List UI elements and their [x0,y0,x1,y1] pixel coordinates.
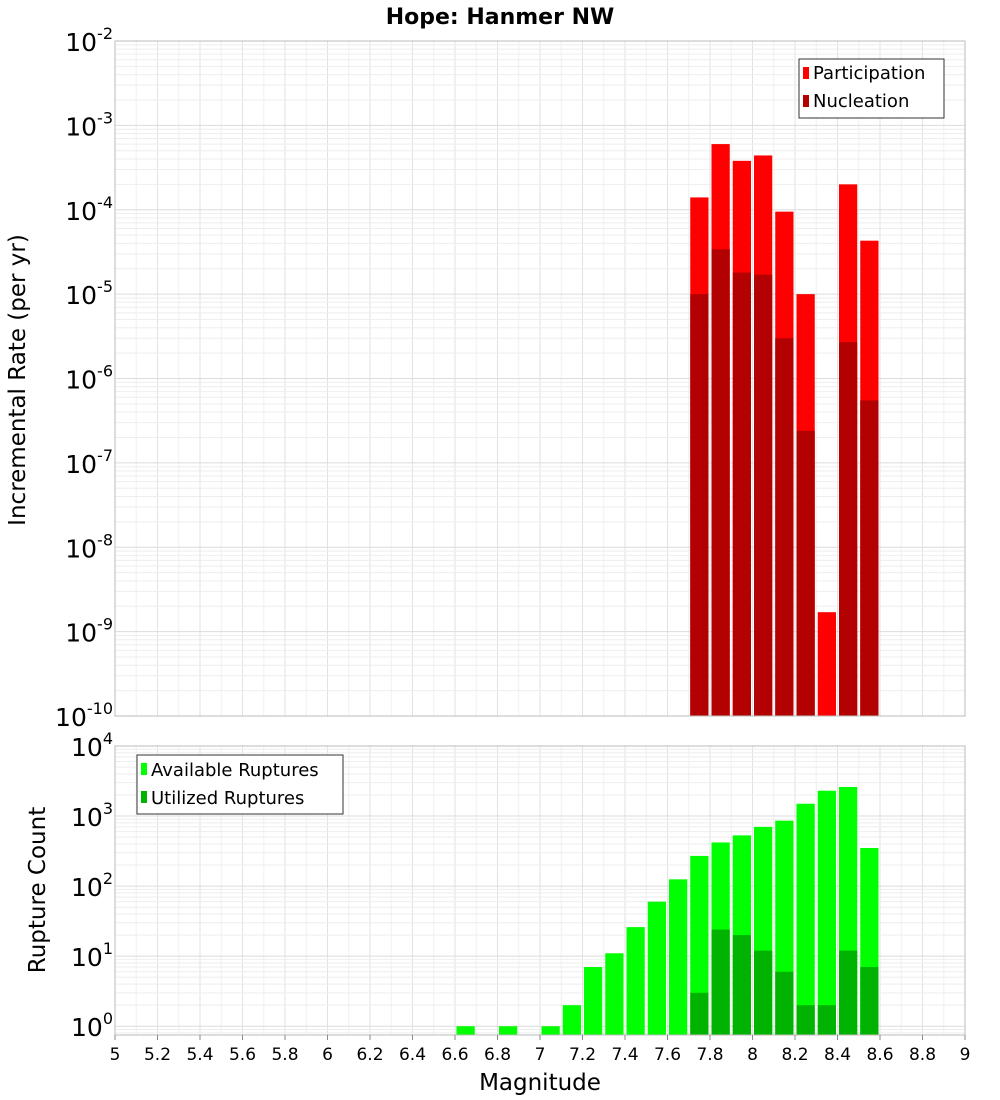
available-ruptures-bar [796,803,815,1035]
top-y-tick-label: 10-4 [65,193,113,226]
x-axis-label: Magnitude [479,1070,601,1096]
nucleation-bar [732,272,751,716]
utilized-ruptures-bar [817,1005,836,1035]
chart-title: Hope: Hanmer NW [386,5,615,30]
utilized-ruptures-bar [754,950,773,1035]
utilized-ruptures-bar [732,935,751,1035]
x-tick-label: 5.6 [229,1045,256,1065]
legend-label-nucleation: Nucleation [813,91,909,112]
x-tick-label: 6.6 [441,1045,468,1065]
bottom-y-tick-label: 103 [71,799,113,832]
x-tick-label: 8.8 [909,1045,936,1065]
x-tick-label: 8.6 [866,1045,893,1065]
x-tick-label: 7.8 [696,1045,723,1065]
x-tick-label: 8 [747,1045,758,1065]
legend-swatch-utilized [141,791,147,803]
top-y-tick-label: 10-9 [65,615,113,648]
utilized-ruptures-bar [860,967,879,1035]
x-tick-label: 6.8 [484,1045,511,1065]
available-ruptures-bar [541,1026,560,1035]
available-ruptures-bar [669,879,688,1035]
nucleation-bar [839,342,858,716]
x-tick-label: 5.8 [271,1045,298,1065]
top-y-tick-label: 10-7 [65,446,113,479]
available-ruptures-bar [626,927,645,1035]
bottom-y-axis-label: Rupture Count [25,807,51,973]
nucleation-bar [690,294,709,716]
top-grid [114,40,966,717]
x-tick-label: 6.2 [356,1045,383,1065]
x-tick-label: 6 [322,1045,333,1065]
participation-bar [817,612,836,716]
utilized-ruptures-bar [796,1005,815,1035]
legend-label-participation: Participation [813,63,925,84]
x-tick-label: 7.2 [569,1045,596,1065]
available-ruptures-bar [499,1026,518,1035]
legend-label-utilized: Utilized Ruptures [151,788,304,809]
bottom-y-tick-label: 102 [71,869,113,902]
x-ticks: 5 5.2 5.4 5.6 5.8 6 6.2 6.4 6.6 6.8 7 7.2 7.4 7.6 7.8 8… [110,1035,971,1065]
bottom-legend-box [136,754,344,815]
x-tick-label: 5 [110,1045,121,1065]
top-y-tick-label: 10-2 [65,24,113,57]
bottom-y-tick-label: 100 [71,1009,113,1042]
available-ruptures-bar [562,1005,581,1035]
x-tick-label: 7.4 [611,1045,638,1065]
top-y-tick-label: 10-3 [65,108,113,141]
x-tick-label: 9 [960,1045,971,1065]
top-y-tick-label: 10-6 [65,362,113,395]
x-tick-label: 5.4 [186,1045,213,1065]
x-tick-label: 5.2 [144,1045,171,1065]
top-y-tick-label: 10-10 [55,699,113,732]
utilized-ruptures-bar [711,929,730,1035]
top-plot-border [114,40,966,717]
bottom-legend: Available Ruptures Utilized Ruptures [136,754,344,815]
available-ruptures-bar [690,855,709,1035]
top-y-tick-label: 10-5 [65,277,113,310]
x-tick-label: 8.4 [824,1045,851,1065]
legend-swatch-available [141,763,147,775]
nucleation-bar [711,249,730,716]
bottom-y-tick-label: 104 [71,729,113,762]
bottom-bars [456,786,879,1035]
legend-label-available: Available Ruptures [151,760,319,781]
top-bars [690,144,879,717]
x-tick-label: 7.6 [654,1045,681,1065]
bottom-y-ticks: 100 101 102 103 104 [71,729,113,1042]
top-legend: Participation Nucleation [798,58,945,119]
available-ruptures-bar [456,1026,475,1035]
top-y-ticks: 10-10 10-9 10-8 10-7 10-6 10-5 10-4 10-3 10-2 [55,24,113,732]
nucleation-bar [860,400,879,716]
utilized-ruptures-bar [690,992,709,1035]
available-ruptures-bar [584,967,603,1035]
nucleation-bar [775,338,794,716]
utilized-ruptures-bar [775,971,794,1035]
nucleation-bar [796,430,815,716]
bottom-y-tick-label: 101 [71,939,113,972]
x-tick-label: 8.2 [781,1045,808,1065]
x-tick-label: 6.4 [399,1045,426,1065]
available-ruptures-bar [647,901,666,1035]
available-ruptures-bar [605,953,624,1035]
nucleation-bar [754,274,773,716]
legend-swatch-nucleation [803,95,809,107]
utilized-ruptures-bar [839,950,858,1035]
top-legend-box [798,58,945,119]
available-ruptures-bar [817,790,836,1035]
x-tick-label: 7 [535,1045,546,1065]
top-y-tick-label: 10-8 [65,530,113,563]
legend-swatch-participation [803,67,809,79]
top-y-axis-label: Incremental Rate (per yr) [5,234,31,526]
